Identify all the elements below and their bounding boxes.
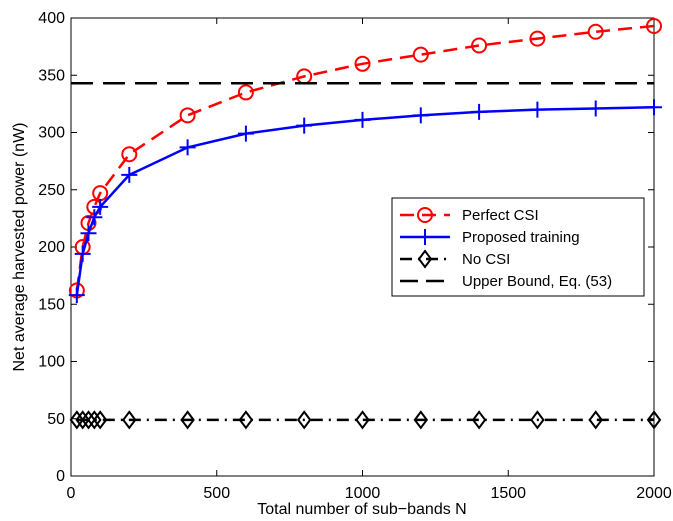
data-point [87, 410, 102, 430]
data-point [529, 30, 546, 47]
x-axis-title: Total number of sub−bands N [257, 501, 466, 518]
data-point [75, 410, 90, 430]
data-point [179, 139, 196, 156]
y-tick-label: 150 [38, 296, 65, 313]
y-tick-label: 200 [38, 239, 65, 256]
data-point [530, 410, 545, 430]
x-tick-label: 2000 [636, 485, 672, 502]
data-point [413, 410, 429, 430]
series-1 [68, 99, 662, 304]
y-tick-label: 100 [38, 354, 65, 371]
data-point [121, 146, 138, 163]
data-point [471, 103, 488, 120]
data-point [412, 46, 429, 63]
data-point [81, 410, 96, 430]
legend-label: No CSI [462, 251, 510, 268]
data-point [68, 287, 85, 304]
y-tick-label: 0 [56, 468, 65, 485]
series-2 [69, 410, 662, 430]
data-point [92, 410, 108, 430]
y-tick-label: 50 [47, 411, 65, 428]
data-point [92, 198, 109, 215]
y-tick-label: 300 [38, 125, 65, 142]
data-point [646, 99, 662, 116]
legend-marker [417, 249, 433, 269]
x-tick-label: 1500 [490, 485, 526, 502]
legend-label: Perfect CSI [462, 207, 539, 224]
data-point [646, 18, 662, 35]
data-point [80, 225, 97, 242]
data-point [471, 410, 487, 430]
data-point [69, 410, 85, 430]
axis-tick-labels: 0 500 1000 1500 2000 0 50 100 150 200 250 300 350 400 [38, 10, 672, 502]
legend: Perfect CSI Proposed training No CSI Upper … [391, 197, 645, 297]
y-tick-label: 250 [38, 182, 65, 199]
legend-label: Proposed training [462, 229, 580, 246]
data-point [237, 125, 254, 142]
y-axis-title: Net average harvested power (nW) [11, 123, 28, 372]
x-tick-label: 1000 [345, 485, 381, 502]
data-point [296, 410, 312, 430]
data-point [646, 410, 662, 430]
data-point [121, 166, 138, 183]
data-point [86, 209, 103, 226]
data-point [587, 23, 604, 40]
data-point [587, 100, 604, 117]
legend-label: Upper Bound, Eq. (53) [462, 273, 612, 290]
data-point [471, 37, 488, 54]
data-point [354, 111, 371, 128]
y-tick-label: 350 [38, 67, 65, 84]
data-point [529, 101, 546, 118]
legend-marker [417, 207, 433, 223]
x-tick-label: 0 [67, 485, 76, 502]
data-point [588, 410, 603, 430]
data-point [355, 410, 370, 430]
x-tick-label: 500 [203, 485, 230, 502]
data-point [180, 410, 195, 430]
data-point [412, 107, 429, 124]
y-tick-label: 400 [38, 10, 65, 27]
data-point [179, 107, 196, 124]
series-layer [68, 18, 662, 430]
data-point [238, 410, 254, 430]
legend-marker [417, 229, 433, 245]
data-point [74, 245, 91, 262]
data-point [237, 84, 254, 101]
data-point [354, 55, 371, 72]
data-point [122, 410, 137, 430]
data-point [296, 117, 313, 134]
